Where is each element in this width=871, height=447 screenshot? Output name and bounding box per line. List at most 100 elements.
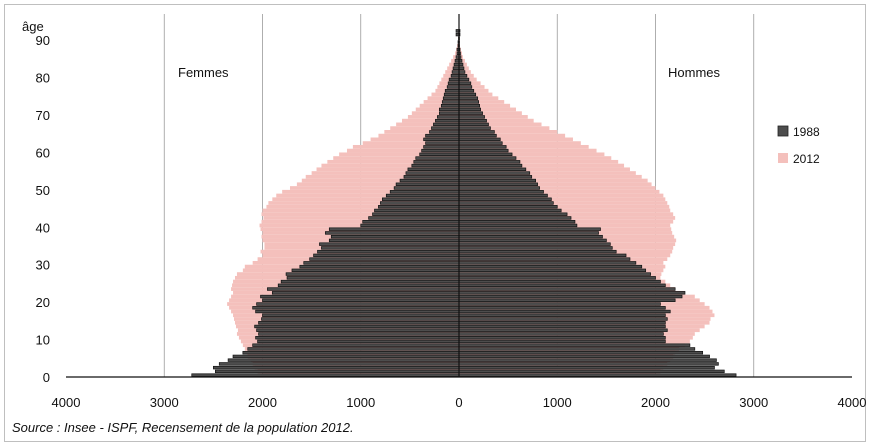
bar-male-1988 [458, 175, 533, 179]
bar-female-1988 [247, 347, 460, 351]
bar-female-1988 [258, 321, 460, 325]
axes [66, 14, 852, 378]
femmes-label: Femmes [178, 65, 229, 80]
x-tick-label: 1000 [346, 395, 375, 410]
bar-male-1988 [458, 89, 475, 93]
bar-male-2012 [459, 197, 666, 202]
bar-female-1988 [218, 362, 460, 366]
bar-female-1988 [232, 354, 460, 359]
bar-female-1988 [330, 234, 460, 239]
x-tick-label: 1000 [543, 395, 572, 410]
bar-male-1988 [458, 332, 664, 336]
bar-male-1988 [458, 365, 715, 370]
bar-female-1988 [413, 160, 460, 164]
bar-male-2012 [459, 103, 511, 108]
bar-female-1988 [267, 287, 460, 291]
bar-female-2012 [378, 133, 459, 138]
bar-female-2012 [362, 141, 459, 145]
legend-label-1988: 1988 [793, 125, 820, 139]
legend-swatch-2012 [778, 153, 788, 163]
bar-female-2012 [415, 107, 459, 112]
y-tick-label: 30 [36, 258, 50, 273]
bar-male-1988 [458, 321, 666, 325]
bar-male-1988 [458, 234, 603, 239]
y-tick-label: 20 [36, 295, 50, 310]
bar-female-2012 [423, 100, 459, 104]
bar-male-2012 [459, 100, 505, 104]
bar-male-1988 [458, 156, 517, 160]
legend-label-2012: 2012 [793, 152, 820, 166]
bar-female-1988 [446, 85, 460, 89]
bar-female-2012 [396, 122, 459, 127]
bar-female-1988 [262, 298, 460, 302]
bar-female-1988 [399, 178, 460, 183]
bar-female-1988 [191, 373, 460, 377]
bar-female-1988 [317, 249, 460, 254]
bar-female-2012 [263, 216, 459, 220]
bar-female-2012 [268, 201, 459, 205]
bar-female-1988 [256, 302, 460, 306]
bar-female-2012 [339, 152, 459, 157]
bar-male-2012 [459, 208, 671, 213]
bar-female-1988 [227, 358, 460, 362]
bar-male-2012 [459, 115, 528, 119]
bar-female-1988 [421, 148, 460, 153]
bar-male-1988 [458, 216, 572, 220]
x-tick-label: 2000 [248, 395, 277, 410]
bar-male-2012 [459, 178, 648, 183]
bar-female-1988 [255, 309, 460, 314]
bar-female-1988 [382, 197, 460, 201]
bar-male-1988 [458, 115, 485, 119]
bar-male-1988 [458, 317, 668, 321]
legend: 1988 2012 [777, 125, 820, 166]
bar-female-2012 [402, 118, 459, 123]
bar-male-1988 [458, 294, 683, 299]
bar-male-2012 [459, 201, 668, 205]
bar-female-1988 [440, 103, 460, 108]
bar-female-2012 [290, 186, 459, 190]
bar-male-2012 [459, 182, 652, 187]
bar-male-1988 [458, 212, 568, 216]
bar-male-1988 [458, 272, 651, 276]
bar-female-1988 [271, 291, 460, 295]
bar-female-1988 [441, 100, 460, 104]
bar-male-1988 [458, 306, 666, 310]
bar-male-1988 [458, 148, 509, 153]
bar-male-1988 [458, 103, 480, 108]
bar-male-2012 [459, 163, 625, 168]
bar-female-2012 [259, 223, 459, 228]
bar-female-1988 [407, 167, 460, 172]
bar-male-1988 [458, 362, 719, 366]
bar-male-1988 [458, 92, 477, 97]
bar-male-1988 [458, 227, 601, 231]
bar-female-2012 [346, 148, 459, 153]
bar-male-1988 [458, 309, 671, 314]
bar-male-1988 [458, 231, 599, 235]
bar-female-1988 [378, 205, 460, 209]
bar-male-1988 [458, 201, 554, 205]
bar-male-1988 [458, 313, 666, 317]
bar-female-1988 [405, 171, 460, 175]
bar-male-1988 [458, 171, 531, 175]
bar-female-1988 [411, 163, 460, 168]
bar-male-1988 [458, 160, 521, 164]
bar-male-1988 [458, 264, 643, 269]
bar-male-1988 [458, 253, 627, 258]
bar-male-1988 [458, 219, 576, 224]
bar-male-2012 [459, 144, 589, 149]
bar-male-1988 [458, 81, 472, 85]
bar-female-2012 [352, 144, 459, 149]
bar-male-1988 [458, 358, 717, 362]
bar-male-1988 [458, 339, 666, 344]
bar-male-2012 [459, 174, 642, 179]
bar-female-2012 [282, 189, 459, 194]
bar-male-2012 [459, 118, 534, 123]
y-tick-label: 90 [36, 33, 50, 48]
bar-female-1988 [395, 182, 460, 186]
bar-female-2012 [407, 115, 459, 119]
bar-male-2012 [459, 130, 558, 134]
bar-male-2012 [459, 171, 636, 175]
bar-female-1988 [213, 365, 460, 370]
bar-female-1988 [313, 253, 460, 258]
